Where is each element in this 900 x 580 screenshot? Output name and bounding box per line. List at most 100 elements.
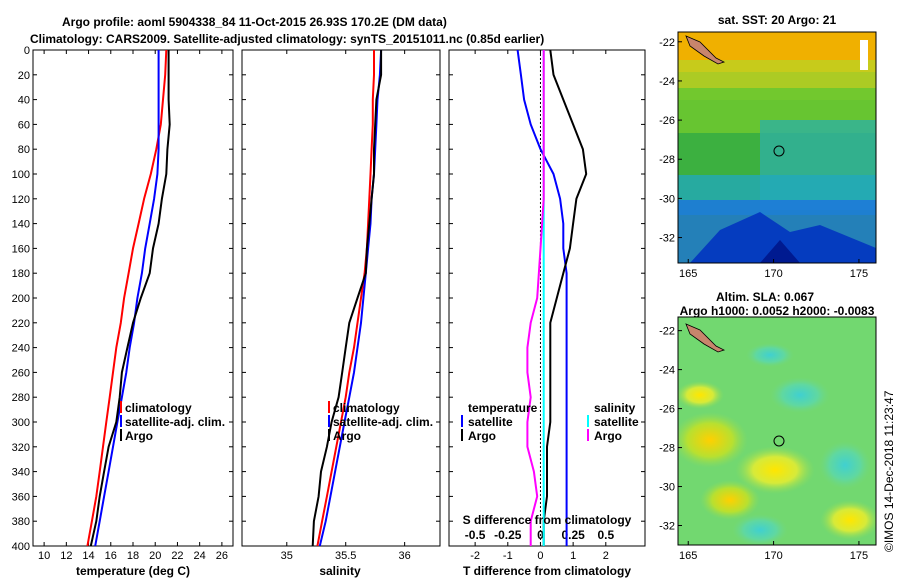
series-line-salinity-argo [526, 50, 545, 546]
temperature-legend: climatology satellite-adj. clim. Argo [120, 401, 225, 443]
sst-map-panel: sat. SST: 20 Argo: 21 165 170 175 -22-24-2… [659, 13, 877, 280]
legend-label-satellite-adj: satellite-adj. clim. [125, 415, 225, 429]
depth-tick-label: 180 [12, 268, 30, 280]
depth-axis: 0 20 40 60 80 100 120 140 160 180 200 220 240 260 280 3… [12, 45, 233, 553]
sst-map-lon-axis: 165 170 175 [679, 259, 868, 280]
difference-x-axis: -2 -1 0 1 2 [470, 50, 609, 562]
depth-tick-label: 20 [18, 70, 30, 82]
depth-tick-label: 0 [24, 45, 30, 57]
lon-tick-label: 175 [850, 268, 868, 280]
depth-tick-label: 240 [12, 343, 30, 355]
x-tick-label: 0 [537, 550, 543, 562]
s-difference-tick-label: -0.25 [494, 528, 522, 542]
lat-tick-label: -32 [659, 233, 675, 245]
sst-map-title: sat. SST: 20 Argo: 21 [718, 13, 837, 27]
temperature-panel: 0 20 40 60 80 100 120 140 160 180 200 220 240 260 280 3… [12, 45, 234, 578]
legend-label-temp-satellite: satellite [468, 415, 513, 429]
difference-panel: -2 -1 0 1 2 -0.5 -0.25 0 0.25 0.5 T difference f… [448, 49, 646, 578]
sla-map-title: Altim. SLA: 0.067 [716, 290, 814, 304]
temperature-plot-frame [32, 49, 234, 547]
depth-tick-label: 400 [12, 541, 30, 553]
sst-map-image [678, 32, 876, 263]
salinity-legend: climatology satellite-adj. clim. Argo [328, 401, 433, 443]
salinity-x-label: salinity [319, 564, 361, 578]
depth-tick-label: 120 [12, 194, 30, 206]
s-difference-tick-label: 0.5 [597, 528, 614, 542]
difference-legend-temperature: temperature satellite Argo [461, 401, 538, 443]
x-tick-label: 1 [570, 550, 576, 562]
sla-map-frame [677, 316, 877, 546]
difference-series [516, 50, 588, 546]
legend-label-sal-argo: Argo [594, 429, 622, 443]
lat-tick-label: -30 [659, 482, 675, 494]
salinity-y-ticks [242, 49, 440, 547]
lat-tick-label: -24 [659, 76, 675, 88]
lat-tick-label: -22 [659, 37, 675, 49]
lat-tick-label: -30 [659, 193, 675, 205]
legend-label-climatology: climatology [125, 401, 192, 415]
depth-tick-label: 320 [12, 442, 30, 454]
depth-tick-label: 40 [18, 95, 30, 107]
s-difference-tick-label: 0.25 [561, 528, 585, 542]
x-tick-label: 16 [105, 550, 117, 562]
x-tick-label: -1 [503, 550, 513, 562]
sla-map-subtitle: Argo h1000: 0.0052 h2000: -0.0083 [680, 304, 875, 318]
depth-tick-label: 360 [12, 491, 30, 503]
series-line-argo [89, 50, 171, 546]
x-tick-label: 24 [194, 550, 206, 562]
lat-tick-label: -24 [659, 365, 675, 377]
legend-label-argo: Argo [125, 429, 153, 443]
x-tick-label: 14 [82, 550, 94, 562]
series-line-satellite-adj-clim- [94, 50, 160, 546]
difference-x-label: T difference from climatology [463, 564, 631, 578]
depth-tick-label: 160 [12, 243, 30, 255]
depth-tick-label: 100 [12, 169, 30, 181]
lon-tick-label: 165 [679, 550, 697, 562]
depth-tick-label: 340 [12, 467, 30, 479]
s-difference-tick-label: -0.5 [465, 528, 486, 542]
lat-tick-label: -28 [659, 443, 675, 455]
legend-label-climatology: climatology [333, 401, 400, 415]
difference-y-ticks [449, 49, 645, 547]
series-line-temperature-satellite [516, 50, 568, 546]
imos-watermark: ©IMOS 14-Dec-2018 11:23:47 [882, 390, 896, 552]
lon-tick-label: 170 [764, 550, 782, 562]
depth-tick-label: 380 [12, 516, 30, 528]
difference-legend-salinity: salinity satellite Argo [587, 401, 639, 443]
x-tick-label: 36 [399, 550, 411, 562]
depth-tick-label: 260 [12, 367, 30, 379]
figure-title-line2: Climatology: CARS2009. Satellite-adjuste… [30, 32, 544, 46]
x-tick-label: 18 [127, 550, 139, 562]
depth-tick-label: 220 [12, 318, 30, 330]
lat-tick-label: -26 [659, 115, 675, 127]
series-line-satellite-adj-clim- [318, 50, 383, 546]
sla-map-lat-axis: -22 -24 -26 -28 -30 -32 [659, 326, 682, 533]
x-tick-label: 35 [281, 550, 293, 562]
x-tick-label: 12 [60, 550, 72, 562]
salinity-x-axis: 35 35.5 36 [281, 50, 411, 562]
series-line-climatology [316, 50, 375, 546]
salinity-series [311, 50, 383, 546]
lat-tick-label: -22 [659, 326, 675, 338]
lat-tick-label: -28 [659, 154, 675, 166]
series-line-temperature-argo [542, 50, 588, 546]
depth-tick-label: 200 [12, 293, 30, 305]
lon-tick-label: 170 [764, 268, 782, 280]
lat-tick-label: -26 [659, 404, 675, 416]
salinity-plot-frame [241, 49, 441, 547]
temperature-x-axis: 10 12 14 16 18 20 22 24 26 [38, 50, 228, 562]
x-tick-label: 26 [216, 550, 228, 562]
depth-tick-label: 60 [18, 119, 30, 131]
x-tick-label: 2 [603, 550, 609, 562]
depth-tick-label: 280 [12, 392, 30, 404]
lat-tick-label: -32 [659, 521, 675, 533]
figure-title-line1: Argo profile: aoml 5904338_84 11-Oct-201… [62, 15, 447, 29]
lon-tick-label: 175 [850, 550, 868, 562]
series-line-argo [311, 50, 383, 546]
legend-label-sal-satellite: satellite [594, 415, 639, 429]
sla-map-lon-axis: 165 170 175 [679, 541, 868, 562]
legend-label-temp-argo: Argo [468, 429, 496, 443]
difference-top-label: S difference from climatology [463, 513, 632, 527]
sla-map-panel: Altim. SLA: 0.067 Argo h1000: 0.0052 h20… [659, 290, 877, 562]
